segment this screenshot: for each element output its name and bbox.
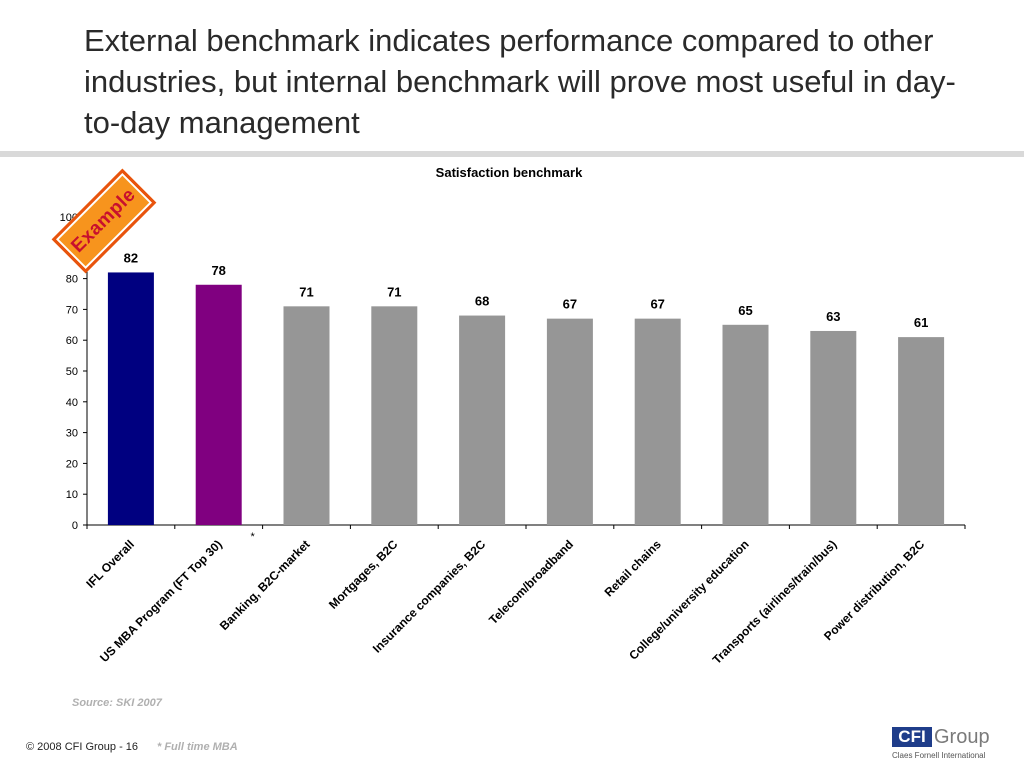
source-note: Source: SKI 2007	[72, 697, 162, 709]
bar-9	[898, 337, 945, 525]
bar-6	[634, 318, 681, 525]
value-label: 78	[211, 263, 225, 278]
bar-3	[371, 306, 418, 525]
value-label: 71	[387, 284, 401, 299]
y-tick-label: 30	[66, 428, 78, 440]
bar-2	[283, 306, 330, 525]
bar-5	[546, 318, 593, 525]
value-label: 65	[738, 303, 752, 318]
value-label: 67	[650, 297, 664, 312]
y-tick-label: 20	[66, 458, 78, 470]
value-label: 71	[299, 284, 313, 299]
y-tick-label: 10	[66, 489, 78, 501]
category-label: Mortgages, B2C	[326, 537, 401, 612]
logo-tagline: Claes Fornell International	[892, 751, 986, 760]
bar-8	[810, 330, 857, 525]
cfi-group-logo: CFI Group Claes Fornell International	[892, 725, 1012, 763]
y-tick-label: 80	[66, 274, 78, 286]
bar-4	[459, 315, 506, 525]
y-axis: 0102030405060708090100	[60, 212, 88, 532]
copyright-footer: © 2008 CFI Group - 16	[26, 741, 139, 753]
category-label: Banking, B2C-market	[217, 537, 313, 633]
y-tick-label: 60	[66, 335, 78, 347]
category-label: Telecom/broadband	[486, 537, 576, 627]
category-label: IFL Overall	[83, 537, 137, 591]
value-labels-group: 82 78 71 71 68 67 67 65 63 61	[124, 250, 929, 330]
value-label: 82	[124, 250, 138, 265]
logo-mark: CFI	[892, 727, 932, 747]
y-tick-label: 40	[66, 397, 78, 409]
y-tick-label: 0	[72, 520, 78, 532]
category-label: Power distribution, B2C	[821, 537, 927, 643]
bar-7	[722, 324, 769, 525]
chart-title: Satisfaction benchmark	[436, 165, 583, 180]
y-tick-label: 70	[66, 304, 78, 316]
bar-1	[195, 284, 242, 525]
category-label: Retail chains	[602, 537, 664, 599]
logo-word: Group	[934, 726, 990, 748]
value-label: 68	[475, 294, 489, 309]
y-tick-label: 50	[66, 366, 78, 378]
value-label: 63	[826, 309, 840, 324]
slide-title: External benchmark indicates performance…	[84, 23, 956, 140]
asterisk-mark: *	[251, 531, 256, 543]
title-divider	[0, 151, 1024, 157]
footnote: * Full time MBA	[157, 741, 238, 753]
value-label: 61	[914, 315, 928, 330]
value-label: 67	[563, 297, 577, 312]
bar-0	[107, 272, 154, 525]
x-axis	[86, 524, 966, 529]
bars-group	[107, 272, 945, 525]
